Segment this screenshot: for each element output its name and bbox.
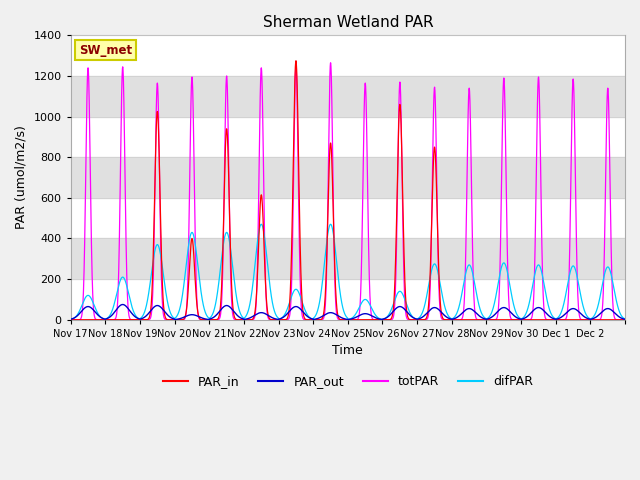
Legend: PAR_in, PAR_out, totPAR, difPAR: PAR_in, PAR_out, totPAR, difPAR: [158, 370, 538, 393]
Text: SW_met: SW_met: [79, 44, 132, 57]
Bar: [70, 239, 625, 279]
Title: Sherman Wetland PAR: Sherman Wetland PAR: [262, 15, 433, 30]
X-axis label: Time: Time: [332, 344, 364, 357]
Bar: [70, 157, 625, 198]
Bar: [70, 76, 625, 117]
Y-axis label: PAR (umol/m2/s): PAR (umol/m2/s): [15, 126, 28, 229]
